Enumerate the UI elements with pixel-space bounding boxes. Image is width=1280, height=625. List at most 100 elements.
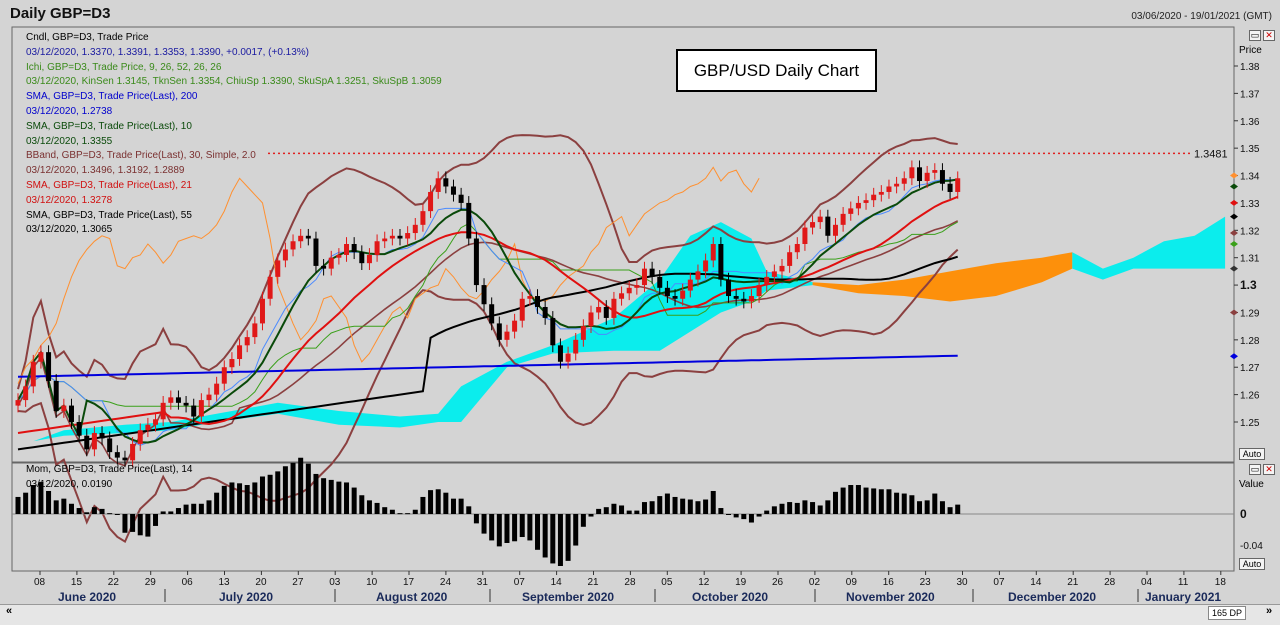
candle-body	[30, 361, 36, 387]
momentum-bar	[649, 501, 655, 514]
candle-body	[130, 443, 136, 461]
momentum-bar	[932, 493, 938, 514]
legend-line: SMA, GBP=D3, Trade Price(Last), 200	[26, 91, 198, 103]
candle-body	[68, 405, 74, 422]
candle-body	[23, 386, 29, 401]
date-tick-label: 21	[588, 577, 600, 588]
scroll-left-icon[interactable]: «	[6, 605, 13, 617]
momentum-bar	[955, 504, 961, 514]
candle-body	[168, 397, 174, 403]
candle-body	[901, 178, 907, 184]
candle-body	[351, 244, 357, 253]
chart-window-title: Daily GBP=D3	[10, 5, 111, 22]
momentum-bar	[703, 499, 709, 514]
momentum-bar	[252, 482, 258, 514]
momentum-bar	[237, 483, 243, 514]
candle-body	[229, 359, 235, 368]
momentum-bar	[496, 514, 502, 547]
date-tick-label: 09	[846, 577, 858, 588]
date-tick-label: 30	[957, 577, 969, 588]
candle-body	[955, 178, 961, 192]
bottom-scroll-bar[interactable]	[0, 604, 1280, 625]
momentum-bar	[527, 514, 533, 541]
candle-body	[550, 317, 556, 346]
date-tick-label: 12	[698, 577, 710, 588]
candle-body	[634, 285, 640, 288]
candle-body	[15, 400, 21, 406]
momentum-bar	[863, 487, 869, 514]
legend-line: SMA, GBP=D3, Trade Price(Last), 21	[26, 179, 192, 191]
momentum-auto-button[interactable]: Auto	[1239, 558, 1265, 570]
date-tick-label: 21	[1067, 577, 1079, 588]
momentum-bar	[23, 492, 29, 514]
candle-body	[237, 345, 243, 360]
momentum-bar	[160, 511, 166, 514]
momentum-bar	[359, 495, 365, 514]
month-label: October 2020	[692, 590, 768, 604]
date-tick-label: 19	[735, 577, 747, 588]
month-label: August 2020	[376, 590, 448, 604]
restore-icon[interactable]: ▭	[1249, 30, 1261, 41]
candle-body	[840, 213, 846, 225]
price-marker	[1230, 199, 1238, 206]
candle-body	[619, 293, 625, 299]
scroll-right-icon[interactable]: »	[1266, 605, 1273, 617]
momentum-restore-icon[interactable]: ▭	[1249, 464, 1261, 475]
momentum-panel-border	[11, 462, 1235, 572]
momentum-bar	[535, 514, 541, 550]
momentum-bar	[741, 514, 747, 520]
candle-body	[794, 244, 800, 253]
momentum-bar	[817, 505, 823, 514]
momentum-bar	[664, 493, 670, 514]
momentum-bar	[832, 491, 838, 514]
momentum-bar	[168, 511, 174, 514]
momentum-bar	[183, 504, 189, 514]
momentum-bar	[695, 501, 701, 514]
momentum-bar	[512, 514, 518, 542]
chart-annotation-box[interactable]: GBP/USD Daily Chart	[676, 49, 877, 92]
bband-lower-line	[17, 248, 959, 544]
legend-line: SMA, GBP=D3, Trade Price(Last), 55	[26, 209, 192, 221]
candle-body	[313, 238, 319, 266]
momentum-bar	[198, 503, 204, 514]
data-points-box[interactable]: 165 DP	[1208, 606, 1246, 620]
candle-body	[282, 249, 288, 261]
candle-body	[374, 241, 380, 255]
date-tick-label: 03	[329, 577, 341, 588]
momentum-bar	[61, 498, 67, 514]
momentum-bar	[580, 514, 586, 527]
candle-body	[672, 296, 678, 299]
price-marker	[1230, 172, 1238, 179]
momentum-legend-line: 03/12/2020, 0.0190	[26, 478, 113, 490]
candle-body	[344, 244, 350, 255]
momentum-bar	[328, 479, 334, 514]
price-tick-label: 1.34	[1240, 172, 1260, 183]
candle-body	[832, 224, 838, 236]
price-tick-label: 1.26	[1240, 391, 1260, 402]
candle-body	[771, 271, 777, 277]
candle-body	[267, 276, 273, 299]
candle-body	[107, 438, 113, 453]
momentum-bar	[344, 482, 350, 514]
momentum-bar	[191, 503, 197, 514]
momentum-bar	[389, 509, 395, 514]
candle-body	[153, 419, 159, 425]
candle-body	[909, 167, 915, 179]
momentum-bar	[99, 508, 105, 514]
sma10-line	[17, 178, 958, 444]
momentum-close-icon[interactable]: ✕	[1263, 464, 1275, 475]
candle-body	[664, 287, 670, 297]
sma200-line	[17, 354, 958, 378]
bband-middle-line	[17, 220, 959, 467]
candle-body	[382, 238, 388, 242]
momentum-bar	[901, 493, 907, 514]
tenkan-sen-line	[17, 179, 958, 446]
momentum-bar	[557, 514, 563, 567]
price-auto-button[interactable]: Auto	[1239, 448, 1265, 460]
momentum-bar	[871, 488, 877, 514]
candle-body	[198, 400, 204, 417]
close-icon[interactable]: ✕	[1263, 30, 1275, 41]
candle-body	[894, 183, 900, 187]
date-tick-label: 22	[108, 577, 120, 588]
